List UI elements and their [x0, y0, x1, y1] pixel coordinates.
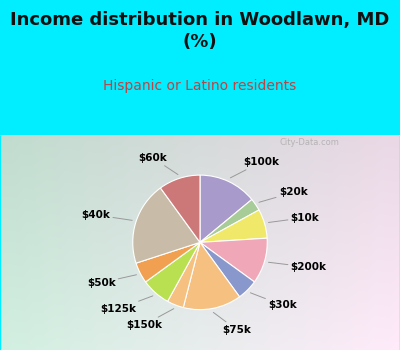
Text: Income distribution in Woodlawn, MD
(%): Income distribution in Woodlawn, MD (%) — [10, 10, 390, 51]
Wedge shape — [200, 175, 252, 242]
Text: $100k: $100k — [230, 157, 279, 178]
Text: Hispanic or Latino residents: Hispanic or Latino residents — [103, 79, 297, 93]
Text: $30k: $30k — [250, 293, 297, 310]
Text: City-Data.com: City-Data.com — [280, 138, 340, 147]
Wedge shape — [200, 242, 254, 297]
Text: $150k: $150k — [126, 309, 174, 330]
Text: $125k: $125k — [100, 296, 153, 314]
Wedge shape — [146, 242, 200, 301]
Text: $75k: $75k — [213, 313, 251, 335]
Text: $40k: $40k — [81, 210, 132, 220]
Wedge shape — [183, 242, 240, 310]
Wedge shape — [160, 175, 200, 242]
Text: $10k: $10k — [268, 212, 319, 223]
Wedge shape — [168, 242, 200, 308]
Wedge shape — [200, 238, 267, 282]
Text: $60k: $60k — [138, 153, 178, 175]
Text: $20k: $20k — [259, 188, 308, 202]
Wedge shape — [136, 242, 200, 282]
Text: $200k: $200k — [268, 262, 327, 272]
Text: $50k: $50k — [87, 275, 136, 288]
Wedge shape — [200, 199, 259, 242]
Wedge shape — [133, 188, 200, 263]
Wedge shape — [200, 210, 267, 242]
